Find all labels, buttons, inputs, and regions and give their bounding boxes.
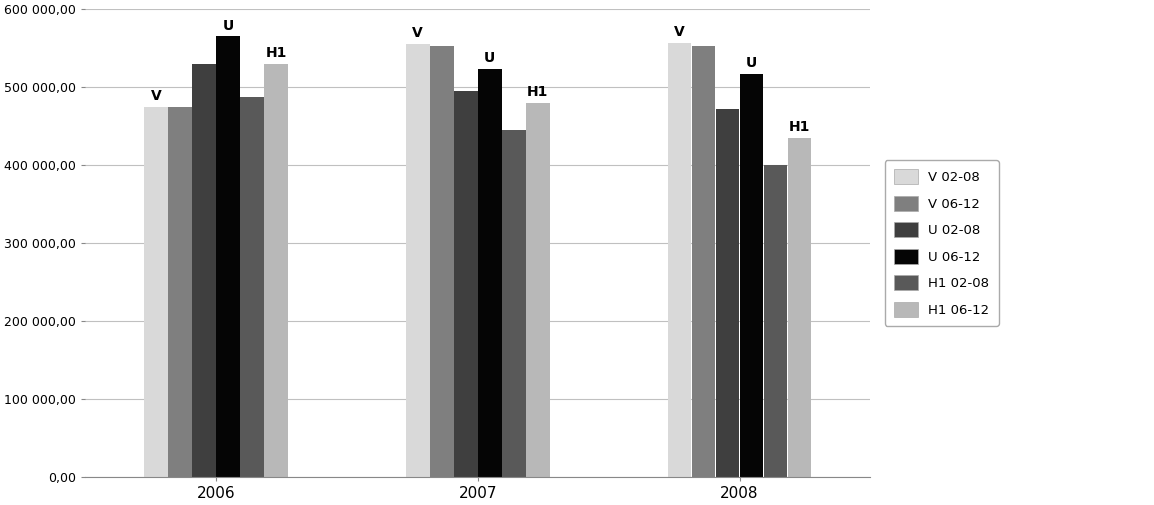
Bar: [430, 46, 454, 477]
Text: V: V: [674, 25, 685, 39]
Bar: [144, 107, 168, 477]
Text: U: U: [745, 56, 757, 70]
Bar: [788, 138, 811, 477]
Bar: [406, 44, 429, 477]
Bar: [454, 91, 478, 477]
Bar: [168, 107, 192, 477]
Bar: [526, 103, 549, 477]
Bar: [240, 97, 264, 477]
Text: V: V: [412, 26, 424, 40]
Text: H1: H1: [265, 46, 286, 60]
Bar: [668, 43, 691, 477]
Text: H1: H1: [789, 120, 810, 134]
Bar: [264, 64, 287, 477]
Bar: [715, 109, 740, 477]
Bar: [193, 64, 216, 477]
Bar: [764, 165, 787, 477]
Text: U: U: [223, 19, 233, 32]
Text: V: V: [151, 89, 162, 103]
Bar: [478, 69, 502, 477]
Bar: [502, 130, 525, 477]
Bar: [691, 46, 715, 477]
Text: U: U: [485, 52, 495, 65]
Bar: [216, 36, 240, 477]
Legend: V 02-08, V 06-12, U 02-08, U 06-12, H1 02-08, H1 06-12: V 02-08, V 06-12, U 02-08, U 06-12, H1 0…: [885, 160, 998, 326]
Text: H1: H1: [527, 85, 548, 99]
Bar: [740, 74, 764, 477]
